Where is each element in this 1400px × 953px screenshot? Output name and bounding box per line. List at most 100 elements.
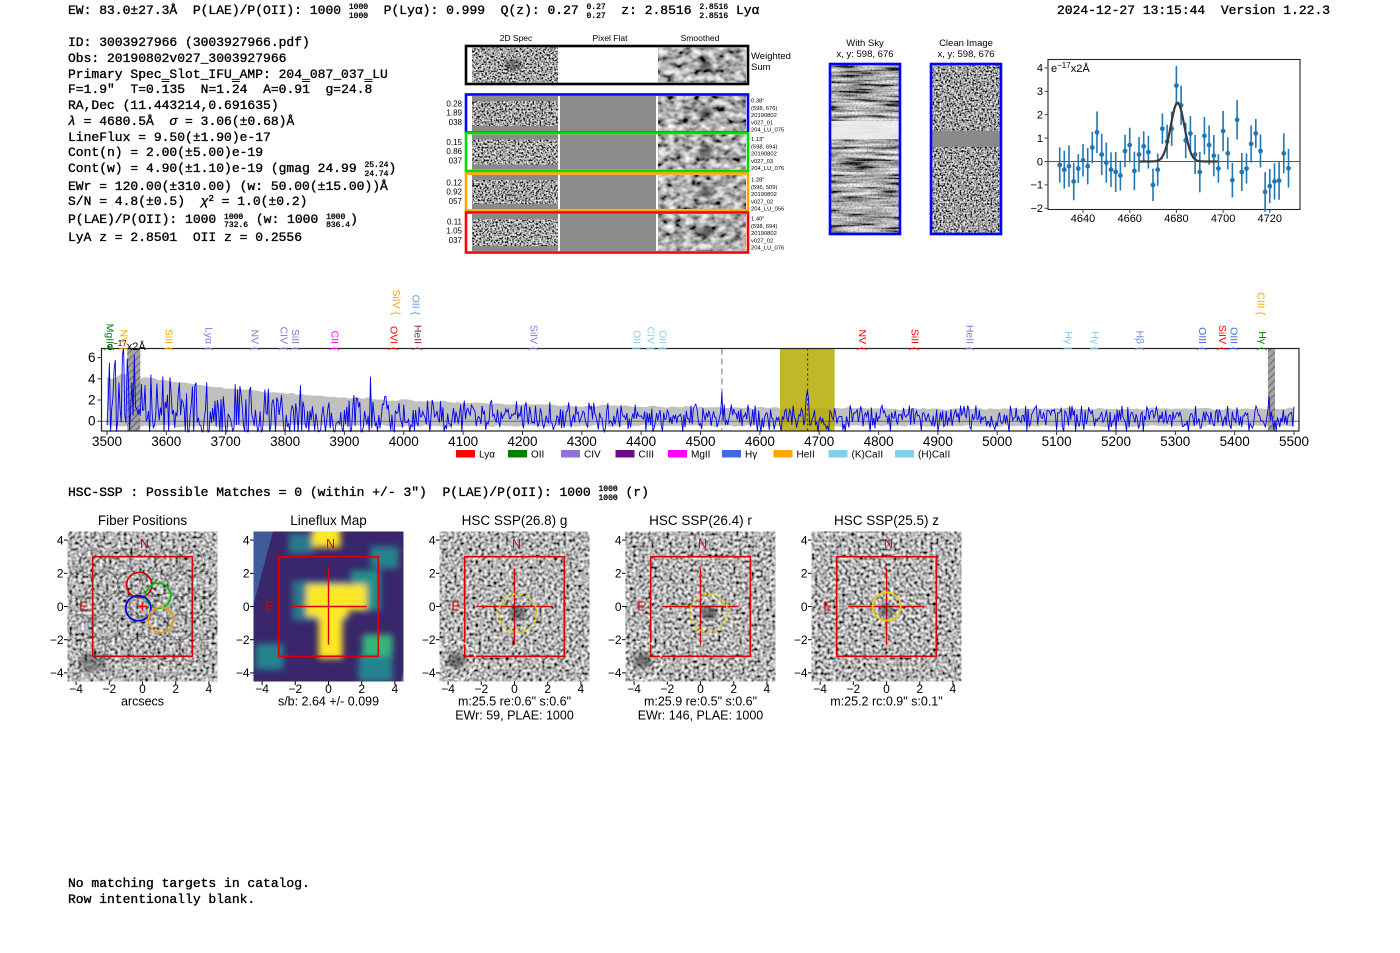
svg-text:With Sky: With Sky xyxy=(846,38,884,49)
svg-text:Hγ: Hγ xyxy=(745,450,757,461)
svg-text:SiIV {: SiIV { xyxy=(528,325,540,351)
svg-text:2: 2 xyxy=(429,567,436,581)
svg-text:−4: −4 xyxy=(813,682,827,696)
svg-text:204_LU_056: 204_LU_056 xyxy=(751,207,784,213)
svg-text:−4: −4 xyxy=(441,682,455,696)
svg-text:4660: 4660 xyxy=(1117,213,1141,225)
svg-text:20190802: 20190802 xyxy=(751,152,777,158)
svg-text:3900: 3900 xyxy=(329,434,359,449)
svg-text:4: 4 xyxy=(764,682,771,696)
svg-text:−2: −2 xyxy=(474,682,488,696)
svg-text:−2: −2 xyxy=(794,633,808,647)
svg-text:0: 0 xyxy=(57,600,64,614)
svg-text:4680: 4680 xyxy=(1164,213,1188,225)
svg-text:2: 2 xyxy=(243,567,250,581)
svg-text:4: 4 xyxy=(243,533,250,547)
svg-text:−2: −2 xyxy=(288,682,302,696)
svg-text:−2: −2 xyxy=(660,682,674,696)
svg-text:Hγ {: Hγ { xyxy=(1256,331,1268,351)
svg-text:3800: 3800 xyxy=(270,434,300,449)
svg-text:OIII {: OIII { xyxy=(1228,327,1240,351)
svg-text:−4: −4 xyxy=(255,682,269,696)
svg-text:Lyα: Lyα xyxy=(479,450,495,461)
svg-text:4: 4 xyxy=(801,533,808,547)
svg-text:E: E xyxy=(265,600,273,614)
svg-text:−2: −2 xyxy=(608,633,622,647)
svg-text:0: 0 xyxy=(615,600,622,614)
svg-text:5000: 5000 xyxy=(982,434,1012,449)
svg-text:3: 3 xyxy=(1037,86,1043,98)
svg-text:−2: −2 xyxy=(236,633,250,647)
svg-text:x, y: 598, 676: x, y: 598, 676 xyxy=(937,49,994,60)
svg-text:2: 2 xyxy=(730,682,737,696)
svg-text:0: 0 xyxy=(801,600,808,614)
svg-text:4300: 4300 xyxy=(567,434,597,449)
svg-text:Fiber Positions: Fiber Positions xyxy=(98,513,188,528)
svg-text:3600: 3600 xyxy=(151,434,181,449)
svg-text:4200: 4200 xyxy=(507,434,537,449)
svg-text:(K)CaII: (K)CaII xyxy=(852,450,884,461)
svg-text:037: 037 xyxy=(449,236,463,245)
svg-text:HeII {: HeII { xyxy=(964,325,976,351)
svg-text:NV {: NV { xyxy=(249,329,261,351)
svg-text:2: 2 xyxy=(172,682,179,696)
svg-text:2: 2 xyxy=(916,682,923,696)
svg-text:(H)CaII: (H)CaII xyxy=(918,450,950,461)
svg-text:SiII {: SiII { xyxy=(289,329,301,351)
svg-text:038: 038 xyxy=(449,118,463,127)
svg-text:4800: 4800 xyxy=(864,434,894,449)
svg-text:−4: −4 xyxy=(794,666,808,680)
svg-text:4400: 4400 xyxy=(626,434,656,449)
svg-text:204_LU_076: 204_LU_076 xyxy=(751,166,784,172)
svg-text:Lineflux Map: Lineflux Map xyxy=(290,513,367,528)
svg-text:0: 0 xyxy=(429,600,436,614)
svg-text:057: 057 xyxy=(449,197,463,206)
svg-text:2: 2 xyxy=(88,393,96,408)
svg-text:4100: 4100 xyxy=(448,434,478,449)
svg-text:6: 6 xyxy=(88,350,96,365)
svg-text:N: N xyxy=(512,537,521,551)
svg-text:arcsecs: arcsecs xyxy=(121,695,164,709)
svg-text:4: 4 xyxy=(1037,63,1043,75)
svg-text:0.28: 0.28 xyxy=(446,100,462,109)
svg-text:e−17x2Å: e−17x2Å xyxy=(1051,61,1090,75)
svg-text:Clean Image: Clean Image xyxy=(939,38,993,49)
svg-text:HSC SSP(25.5) z: HSC SSP(25.5) z xyxy=(834,513,939,528)
svg-text:Sum: Sum xyxy=(751,62,771,73)
svg-text:5100: 5100 xyxy=(1042,434,1072,449)
svg-text:2: 2 xyxy=(1037,110,1043,122)
svg-text:4: 4 xyxy=(950,682,957,696)
svg-text:−4: −4 xyxy=(236,666,250,680)
svg-text:OIII {: OIII { xyxy=(1196,327,1208,351)
svg-text:CIV {: CIV { xyxy=(278,327,290,351)
svg-text:2: 2 xyxy=(358,682,365,696)
svg-text:SiII {: SiII { xyxy=(909,329,921,351)
svg-text:0: 0 xyxy=(1037,156,1043,168)
svg-text:4600: 4600 xyxy=(745,434,775,449)
svg-text:(598, 676): (598, 676) xyxy=(751,106,777,112)
svg-text:2: 2 xyxy=(801,567,808,581)
svg-text:0: 0 xyxy=(243,600,250,614)
svg-text:0: 0 xyxy=(325,682,332,696)
svg-text:4: 4 xyxy=(615,533,622,547)
svg-text:HeII: HeII xyxy=(797,450,815,461)
svg-text:v027_01: v027_01 xyxy=(751,120,773,126)
svg-text:CIII {: CIII { xyxy=(1255,292,1267,315)
svg-text:4720: 4720 xyxy=(1258,213,1282,225)
svg-text:SiIV {: SiIV { xyxy=(1216,325,1228,351)
svg-text:1.28": 1.28" xyxy=(751,178,764,184)
svg-text:HSC SSP(26.8) g: HSC SSP(26.8) g xyxy=(462,513,568,528)
svg-text:E: E xyxy=(79,600,87,614)
svg-text:−2: −2 xyxy=(422,633,436,647)
svg-text:v027_02: v027_02 xyxy=(751,199,773,205)
svg-text:2D Spec: 2D Spec xyxy=(500,33,533,43)
svg-text:1.05: 1.05 xyxy=(446,227,462,236)
svg-text:0: 0 xyxy=(511,682,518,696)
svg-text:0.15: 0.15 xyxy=(446,138,462,147)
svg-text:−2: −2 xyxy=(1030,203,1043,215)
svg-text:4: 4 xyxy=(429,533,436,547)
svg-text:20190802: 20190802 xyxy=(751,113,777,119)
svg-text:4: 4 xyxy=(57,533,64,547)
svg-text:1: 1 xyxy=(1037,133,1043,145)
svg-text:0: 0 xyxy=(883,682,890,696)
